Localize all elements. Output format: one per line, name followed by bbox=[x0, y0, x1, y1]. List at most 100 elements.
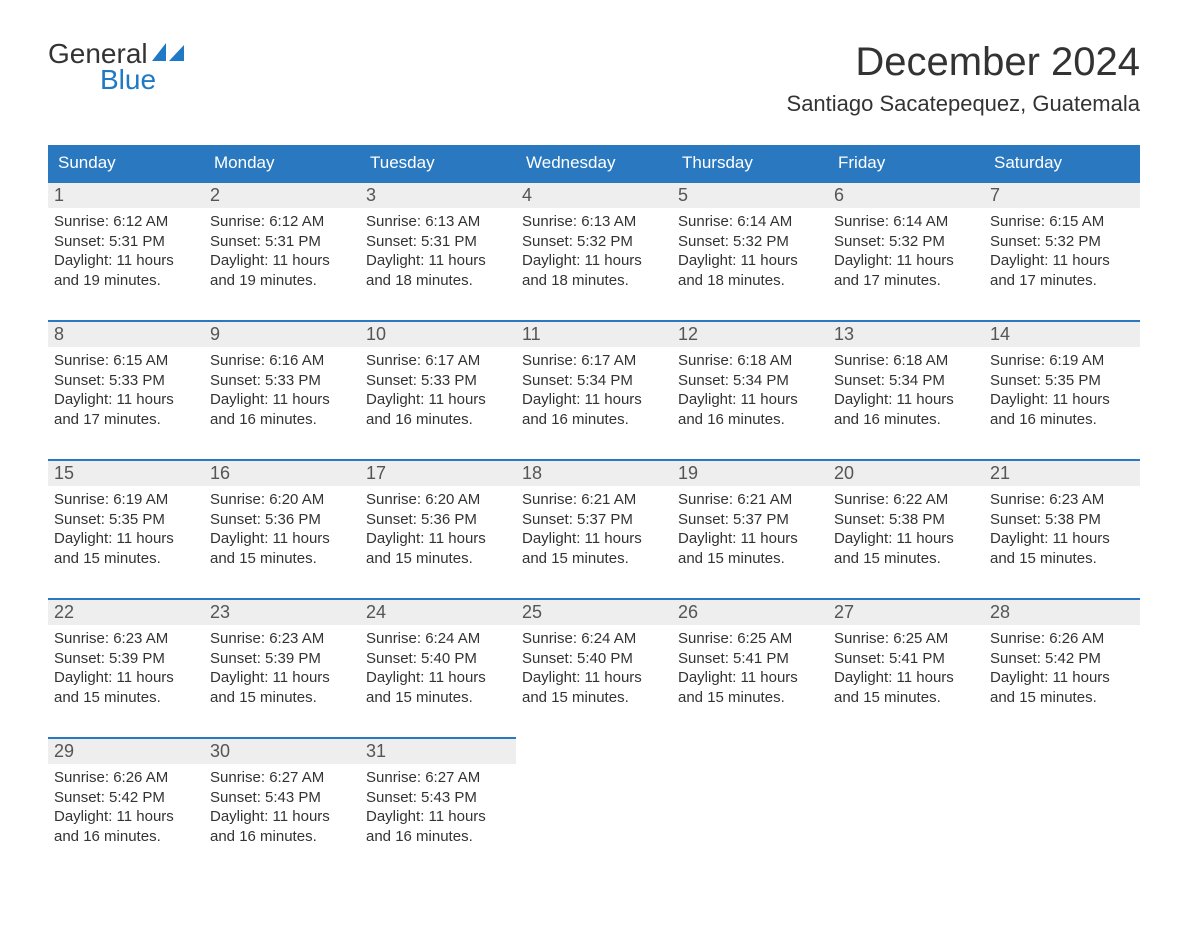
sunrise-text: Sunrise: 6:17 AM bbox=[522, 351, 666, 371]
sunrise-text: Sunrise: 6:23 AM bbox=[990, 490, 1134, 510]
day-number: 2 bbox=[204, 181, 360, 208]
day-number: 17 bbox=[360, 459, 516, 486]
day-number: 1 bbox=[48, 181, 204, 208]
sunrise-text: Sunrise: 6:21 AM bbox=[678, 490, 822, 510]
sunset-text: Sunset: 5:32 PM bbox=[678, 232, 822, 252]
day-details: Sunrise: 6:17 AMSunset: 5:33 PMDaylight:… bbox=[360, 347, 516, 459]
sunset-text: Sunset: 5:33 PM bbox=[54, 371, 198, 391]
sunrise-text: Sunrise: 6:22 AM bbox=[834, 490, 978, 510]
day-details: Sunrise: 6:19 AMSunset: 5:35 PMDaylight:… bbox=[984, 347, 1140, 459]
daylight-line2: and 18 minutes. bbox=[522, 271, 666, 291]
day-details: Sunrise: 6:14 AMSunset: 5:32 PMDaylight:… bbox=[672, 208, 828, 320]
sunset-text: Sunset: 5:36 PM bbox=[366, 510, 510, 530]
day-details: Sunrise: 6:23 AMSunset: 5:38 PMDaylight:… bbox=[984, 486, 1140, 598]
daylight-line1: Daylight: 11 hours bbox=[834, 251, 978, 271]
calendar-day: 26Sunrise: 6:25 AMSunset: 5:41 PMDayligh… bbox=[672, 598, 828, 737]
day-details: Sunrise: 6:15 AMSunset: 5:33 PMDaylight:… bbox=[48, 347, 204, 459]
daylight-line2: and 15 minutes. bbox=[366, 688, 510, 708]
day-number: 3 bbox=[360, 181, 516, 208]
day-number: 12 bbox=[672, 320, 828, 347]
day-details: Sunrise: 6:23 AMSunset: 5:39 PMDaylight:… bbox=[48, 625, 204, 737]
sunset-text: Sunset: 5:34 PM bbox=[678, 371, 822, 391]
day-number: 9 bbox=[204, 320, 360, 347]
daylight-line1: Daylight: 11 hours bbox=[522, 529, 666, 549]
daylight-line1: Daylight: 11 hours bbox=[210, 529, 354, 549]
sunrise-text: Sunrise: 6:19 AM bbox=[54, 490, 198, 510]
daylight-line2: and 18 minutes. bbox=[678, 271, 822, 291]
day-details: Sunrise: 6:27 AMSunset: 5:43 PMDaylight:… bbox=[204, 764, 360, 876]
day-number: 27 bbox=[828, 598, 984, 625]
calendar-day: 30Sunrise: 6:27 AMSunset: 5:43 PMDayligh… bbox=[204, 737, 360, 876]
daylight-line2: and 16 minutes. bbox=[366, 827, 510, 847]
calendar-day: 8Sunrise: 6:15 AMSunset: 5:33 PMDaylight… bbox=[48, 320, 204, 459]
daylight-line1: Daylight: 11 hours bbox=[54, 668, 198, 688]
weekday-header: Friday bbox=[828, 145, 984, 181]
daylight-line2: and 15 minutes. bbox=[678, 688, 822, 708]
day-details: Sunrise: 6:27 AMSunset: 5:43 PMDaylight:… bbox=[360, 764, 516, 876]
sunset-text: Sunset: 5:36 PM bbox=[210, 510, 354, 530]
calendar-week: 8Sunrise: 6:15 AMSunset: 5:33 PMDaylight… bbox=[48, 320, 1140, 459]
daylight-line2: and 15 minutes. bbox=[210, 688, 354, 708]
day-details: Sunrise: 6:21 AMSunset: 5:37 PMDaylight:… bbox=[672, 486, 828, 598]
daylight-line1: Daylight: 11 hours bbox=[990, 390, 1134, 410]
sunset-text: Sunset: 5:39 PM bbox=[210, 649, 354, 669]
calendar-day: 4Sunrise: 6:13 AMSunset: 5:32 PMDaylight… bbox=[516, 181, 672, 320]
calendar-day bbox=[828, 737, 984, 876]
day-number: 25 bbox=[516, 598, 672, 625]
page-title: December 2024 bbox=[787, 40, 1140, 85]
sunrise-text: Sunrise: 6:15 AM bbox=[54, 351, 198, 371]
sunrise-text: Sunrise: 6:14 AM bbox=[678, 212, 822, 232]
sunrise-text: Sunrise: 6:19 AM bbox=[990, 351, 1134, 371]
daylight-line1: Daylight: 11 hours bbox=[522, 668, 666, 688]
daylight-line1: Daylight: 11 hours bbox=[54, 390, 198, 410]
sunset-text: Sunset: 5:34 PM bbox=[834, 371, 978, 391]
day-number: 16 bbox=[204, 459, 360, 486]
day-details: Sunrise: 6:24 AMSunset: 5:40 PMDaylight:… bbox=[516, 625, 672, 737]
calendar-day: 5Sunrise: 6:14 AMSunset: 5:32 PMDaylight… bbox=[672, 181, 828, 320]
calendar-week: 1Sunrise: 6:12 AMSunset: 5:31 PMDaylight… bbox=[48, 181, 1140, 320]
calendar-day: 22Sunrise: 6:23 AMSunset: 5:39 PMDayligh… bbox=[48, 598, 204, 737]
day-details: Sunrise: 6:25 AMSunset: 5:41 PMDaylight:… bbox=[828, 625, 984, 737]
daylight-line2: and 17 minutes. bbox=[54, 410, 198, 430]
sunset-text: Sunset: 5:40 PM bbox=[522, 649, 666, 669]
calendar-day: 10Sunrise: 6:17 AMSunset: 5:33 PMDayligh… bbox=[360, 320, 516, 459]
daylight-line2: and 15 minutes. bbox=[834, 688, 978, 708]
day-number: 31 bbox=[360, 737, 516, 764]
day-details: Sunrise: 6:20 AMSunset: 5:36 PMDaylight:… bbox=[360, 486, 516, 598]
calendar-day: 16 Sunrise: 6:20 AMSunset: 5:36 PMDayligh… bbox=[204, 459, 360, 598]
day-details: Sunrise: 6:14 AMSunset: 5:32 PMDaylight:… bbox=[828, 208, 984, 320]
calendar-day: 25Sunrise: 6:24 AMSunset: 5:40 PMDayligh… bbox=[516, 598, 672, 737]
calendar-day: 19Sunrise: 6:21 AMSunset: 5:37 PMDayligh… bbox=[672, 459, 828, 598]
sunset-text: Sunset: 5:43 PM bbox=[210, 788, 354, 808]
sunset-text: Sunset: 5:32 PM bbox=[834, 232, 978, 252]
daylight-line2: and 16 minutes. bbox=[522, 410, 666, 430]
daylight-line2: and 18 minutes. bbox=[366, 271, 510, 291]
calendar-day bbox=[516, 737, 672, 876]
day-details: Sunrise: 6:12 AMSunset: 5:31 PMDaylight:… bbox=[48, 208, 204, 320]
day-details: Sunrise: 6:17 AMSunset: 5:34 PMDaylight:… bbox=[516, 347, 672, 459]
calendar-day: 7Sunrise: 6:15 AMSunset: 5:32 PMDaylight… bbox=[984, 181, 1140, 320]
daylight-line1: Daylight: 11 hours bbox=[990, 668, 1134, 688]
sunrise-text: Sunrise: 6:27 AM bbox=[366, 768, 510, 788]
calendar-day: 6Sunrise: 6:14 AMSunset: 5:32 PMDaylight… bbox=[828, 181, 984, 320]
weekday-header-row: SundayMondayTuesdayWednesdayThursdayFrid… bbox=[48, 145, 1140, 181]
sunset-text: Sunset: 5:38 PM bbox=[990, 510, 1134, 530]
sunset-text: Sunset: 5:40 PM bbox=[366, 649, 510, 669]
sunrise-text: Sunrise: 6:20 AM bbox=[210, 490, 354, 510]
day-details: Sunrise: 6:22 AMSunset: 5:38 PMDaylight:… bbox=[828, 486, 984, 598]
weekday-header: Monday bbox=[204, 145, 360, 181]
daylight-line1: Daylight: 11 hours bbox=[210, 390, 354, 410]
weekday-header: Sunday bbox=[48, 145, 204, 181]
daylight-line1: Daylight: 11 hours bbox=[54, 807, 198, 827]
calendar-day: 9Sunrise: 6:16 AMSunset: 5:33 PMDaylight… bbox=[204, 320, 360, 459]
sunset-text: Sunset: 5:35 PM bbox=[54, 510, 198, 530]
sunset-text: Sunset: 5:41 PM bbox=[678, 649, 822, 669]
day-number: 14 bbox=[984, 320, 1140, 347]
daylight-line2: and 16 minutes. bbox=[210, 410, 354, 430]
location: Santiago Sacatepequez, Guatemala bbox=[787, 91, 1140, 117]
daylight-line2: and 19 minutes. bbox=[210, 271, 354, 291]
day-details: Sunrise: 6:15 AMSunset: 5:32 PMDaylight:… bbox=[984, 208, 1140, 320]
calendar-day: 14Sunrise: 6:19 AMSunset: 5:35 PMDayligh… bbox=[984, 320, 1140, 459]
calendar-day: 29Sunrise: 6:26 AMSunset: 5:42 PMDayligh… bbox=[48, 737, 204, 876]
daylight-line1: Daylight: 11 hours bbox=[522, 390, 666, 410]
